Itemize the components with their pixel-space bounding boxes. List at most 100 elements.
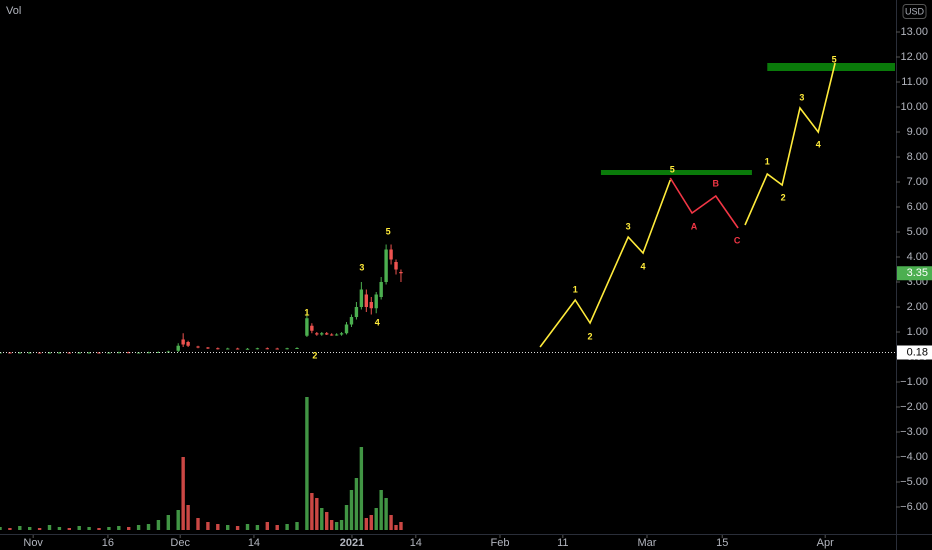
- volume-bar: [285, 524, 289, 530]
- volume-bar: [389, 515, 393, 530]
- currency-box[interactable]: [902, 4, 927, 19]
- candle-body: [295, 348, 299, 349]
- y-tick-label: 4.00: [907, 251, 928, 263]
- candle-body: [320, 333, 324, 335]
- volume-bar: [107, 527, 111, 530]
- y-tick-label: 10.00: [900, 101, 928, 113]
- wave-annotation: 1: [573, 284, 578, 294]
- wave-annotation: 2: [781, 192, 786, 202]
- volume-bar: [67, 528, 72, 530]
- candle-body: [364, 294, 369, 307]
- x-tick-label: Feb: [490, 537, 509, 549]
- volume-bar: [379, 490, 383, 530]
- last-price-box: [897, 266, 932, 281]
- volume-bar: [97, 528, 101, 530]
- volume-bar: [369, 515, 373, 530]
- volume-bar: [136, 525, 141, 530]
- candle-body: [275, 348, 279, 350]
- candle-body: [369, 302, 373, 309]
- wave-annotation: B: [713, 178, 720, 188]
- volume-bar: [28, 527, 32, 530]
- x-tick-label: 14: [410, 537, 422, 549]
- volume-bar: [399, 522, 403, 530]
- candle-body: [176, 345, 180, 351]
- candle-body: [255, 348, 260, 350]
- volume-bar: [196, 518, 200, 530]
- candle-body: [146, 352, 151, 354]
- volume-bar: [206, 522, 210, 530]
- ref-price-label: 0.18: [907, 346, 928, 358]
- candle-body: [389, 249, 393, 260]
- wave-annotation: A: [691, 221, 698, 231]
- wave-annotation: C: [734, 235, 741, 245]
- resistance-zone: [767, 63, 895, 71]
- volume-bar: [310, 493, 314, 530]
- y-tick-label: 13.00: [900, 26, 928, 38]
- volume-bar: [166, 515, 171, 530]
- volume-bar: [47, 525, 52, 530]
- y-tick-label: 2.00: [907, 301, 928, 313]
- candle-body: [186, 342, 190, 346]
- candle-body: [77, 352, 81, 354]
- y-tick-label: −1.00: [900, 376, 928, 388]
- x-tick-label: Mar: [638, 537, 657, 549]
- wave-annotation: 3: [626, 221, 631, 231]
- volume-bar: [186, 505, 190, 530]
- y-tick-label: −3.00: [900, 426, 928, 438]
- wave-annotation: 5: [386, 226, 391, 236]
- ref-price-box: [897, 345, 932, 360]
- candle-body: [379, 282, 383, 297]
- candle-body: [359, 289, 364, 307]
- candle-body: [47, 352, 52, 354]
- candle-body: [235, 348, 240, 350]
- candle-body: [315, 333, 319, 335]
- volume-bar: [0, 527, 2, 530]
- currency-label[interactable]: USD: [905, 6, 925, 16]
- wave-annotation: 2: [312, 350, 317, 360]
- volume-bar: [305, 397, 309, 530]
- candle-body: [196, 346, 200, 348]
- volume-bar: [255, 525, 260, 530]
- volume-bar: [181, 457, 185, 530]
- x-tick-label: Apr: [817, 537, 834, 549]
- y-tick-label: 1.00: [907, 326, 928, 338]
- volume-bar: [394, 525, 398, 530]
- volume-bar: [354, 478, 359, 530]
- wave-annotation: 3: [799, 92, 804, 102]
- volume-bar: [87, 527, 91, 530]
- volume-bar: [295, 522, 299, 530]
- wave-annotation: 2: [588, 331, 593, 341]
- volume-bar: [339, 520, 344, 530]
- y-tick-label: 9.00: [907, 126, 928, 138]
- volume-bar: [117, 526, 121, 530]
- volume-bar: [77, 526, 81, 530]
- x-tick-label: 11: [557, 537, 568, 549]
- candle-body: [216, 348, 220, 350]
- volume-bar: [226, 525, 230, 530]
- volume-bar: [349, 490, 354, 530]
- candle-body: [226, 348, 230, 350]
- volume-bar: [329, 520, 334, 530]
- wave-annotation: 4: [816, 139, 821, 149]
- volume-bar: [315, 498, 319, 530]
- wave-line: [669, 177, 739, 229]
- wave-line: [539, 179, 672, 348]
- candle-body: [206, 347, 210, 349]
- volume-bar: [364, 518, 369, 530]
- y-tick-label: 7.00: [907, 176, 928, 188]
- candle-body: [156, 352, 161, 353]
- candle-body: [117, 352, 121, 354]
- volume-bar: [216, 524, 220, 530]
- y-tick-label: 12.00: [900, 51, 928, 63]
- x-tick-label: 2021: [340, 537, 364, 549]
- x-tick-label: 14: [248, 537, 260, 549]
- volume-label: Vol: [6, 5, 21, 17]
- candle-body: [329, 334, 334, 336]
- wave-annotation: 4: [641, 261, 646, 271]
- candle-body: [354, 307, 359, 317]
- candle-body: [325, 333, 329, 335]
- candle-body: [339, 333, 344, 335]
- volume-bar: [57, 527, 62, 530]
